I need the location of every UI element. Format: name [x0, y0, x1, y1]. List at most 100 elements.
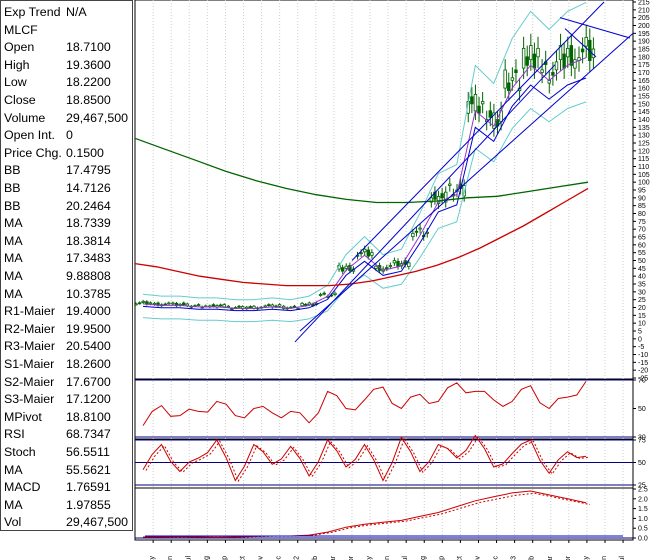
candle-body [436, 196, 441, 204]
info-label: Open Int. [4, 128, 55, 143]
info-label: Stoch [4, 445, 36, 459]
candle-body [385, 267, 389, 270]
candle-body [503, 69, 507, 89]
candle-body [307, 302, 312, 306]
candle-body [540, 69, 544, 73]
info-value: 18.7339 [66, 216, 111, 231]
rsi-line [142, 381, 587, 426]
candle-body [529, 45, 533, 61]
candle-body [532, 53, 537, 69]
y-tick-label: 135 [638, 125, 650, 132]
y-tick-label: 70 [638, 227, 646, 234]
candle-body [141, 300, 145, 303]
y-tick-label: 210 [638, 7, 650, 14]
info-value: 18.8500 [66, 93, 111, 107]
x-tick-label: Aug [420, 556, 427, 560]
candle-body [171, 302, 175, 305]
x-tick-label: Jul [185, 556, 192, 560]
info-value: 0.1500 [66, 145, 104, 160]
y-tick-label: 180 [638, 54, 650, 61]
ma-mid [134, 187, 589, 287]
y-tick-label: 190 [638, 39, 650, 46]
y-tick-label: -20 [638, 368, 648, 375]
info-label: R3-Maier [4, 339, 55, 354]
trend-line [351, 1, 605, 261]
y-tick-label: 115 [638, 156, 649, 163]
y-tick-label: 140 [638, 117, 650, 124]
candle-body [536, 47, 540, 58]
info-value: 10.3785 [66, 286, 111, 301]
info-value: 18.2600 [66, 357, 111, 371]
candle-body [226, 305, 230, 308]
info-label: MA [4, 216, 23, 231]
trend-line [294, 64, 556, 343]
y-tick-label: 195 [638, 31, 650, 38]
info-value: 1.76591 [66, 480, 111, 495]
info-label: BB [4, 198, 21, 213]
y-tick-label: 40 [638, 274, 646, 281]
candle-body [344, 265, 348, 269]
y-tick-label: 110 [638, 164, 649, 171]
candle-body [562, 53, 566, 69]
y-tick-label: -15 [638, 360, 648, 367]
y-tick-label: 70 [638, 378, 646, 385]
candle-body [580, 48, 585, 53]
info-value: 19.3600 [66, 57, 111, 72]
x-tick-label: May [366, 556, 373, 560]
y-tick-label: 1.0 [638, 516, 648, 523]
x-tick-label: Jun [601, 556, 608, 560]
candle-body [267, 304, 271, 307]
info-label: MA [4, 233, 23, 248]
candle-body [182, 302, 186, 306]
candle-body [374, 265, 378, 269]
candle-body [525, 56, 529, 66]
candle-body [584, 37, 588, 47]
info-value: 18.7100 [66, 40, 111, 55]
info-label: MA [4, 251, 23, 266]
candle-body [163, 303, 167, 306]
info-value: 19.9500 [66, 321, 111, 336]
y-tick-label: 120 [638, 148, 650, 155]
info-value: 17.1200 [66, 392, 111, 407]
y-tick-label: 5 [638, 329, 642, 336]
candle-body [440, 193, 444, 199]
candle-body [396, 260, 400, 268]
info-label: High [4, 57, 30, 72]
x-tick-label: Feb [312, 556, 319, 560]
info-label: S3-Maier [4, 392, 55, 407]
y-tick-label: 35 [638, 282, 646, 289]
bollinger-upper [142, 1, 587, 301]
info-label: Open [4, 40, 35, 55]
y-tick-label: 0 [638, 336, 642, 343]
candle-body [340, 267, 345, 272]
candle-body [521, 47, 526, 69]
y-tick-label: 125 [638, 141, 650, 148]
candle-body [167, 302, 171, 305]
y-tick-label: -5 [638, 344, 644, 351]
y-tick-label: 65 [638, 235, 646, 242]
x-tick-label: Oct [456, 556, 463, 560]
info-label: MA [4, 462, 23, 477]
x-tick-label: Aug [203, 556, 210, 560]
info-label: R1-Maier [4, 304, 55, 319]
y-tick-label: 10 [638, 321, 646, 328]
y-tick-label: 30 [638, 435, 646, 442]
candle-body [218, 304, 223, 307]
info-label: R2-Maier [4, 321, 55, 336]
info-label: Low [4, 75, 27, 90]
info-label: Volume [4, 110, 46, 125]
y-tick-label: 45 [638, 266, 646, 273]
candle-body [510, 77, 515, 81]
candle-body [359, 252, 363, 255]
info-value: 18.2200 [66, 75, 111, 90]
candle-body [152, 302, 157, 305]
y-tick-label: 50 [638, 258, 646, 265]
candle-body [558, 45, 563, 61]
info-label: MA [4, 286, 23, 301]
info-value: 17.6700 [66, 374, 111, 389]
y-tick-label: 145 [638, 109, 650, 116]
y-tick-label: 205 [638, 15, 650, 22]
x-tick-label: Mar [330, 555, 337, 560]
x-tick-label: Dec [493, 556, 500, 560]
y-tick-label: 2.5 [638, 487, 648, 494]
